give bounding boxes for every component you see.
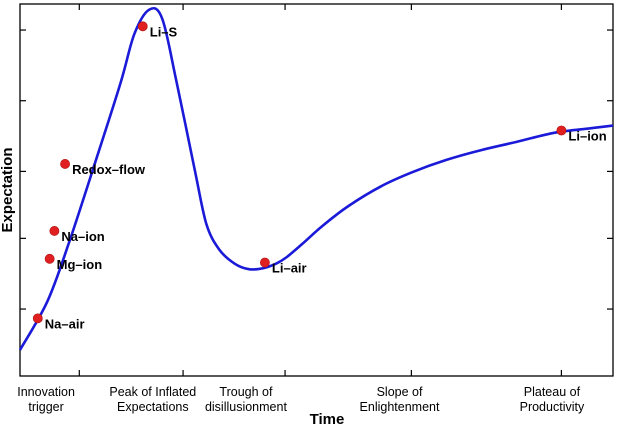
data-point-label-1: Mg–ion	[57, 257, 103, 272]
x-axis-title: Time	[310, 411, 345, 428]
x-axis-ticks	[78, 4, 563, 376]
phase-label-2-line-0: Trough of	[219, 385, 273, 399]
data-point-label-0: Na–air	[45, 316, 85, 331]
data-point-4	[137, 21, 148, 32]
data-point-3	[60, 159, 70, 169]
data-point-label-4: Li–S	[150, 24, 178, 39]
data-point-2	[49, 226, 60, 236]
phase-label-4-line-0: Plateau of	[524, 385, 581, 399]
data-point-0	[32, 313, 43, 324]
phase-label-3-line-0: Slope of	[377, 385, 423, 399]
phase-label-4-line-1: Productivity	[520, 400, 585, 414]
data-point-label-6: Li–ion	[568, 128, 606, 143]
y-axis-title: Expectation	[0, 147, 16, 232]
phase-label-1-line-1: Expectations	[117, 400, 189, 414]
phase-label-0-line-0: Innovation	[17, 385, 75, 399]
data-point-6	[556, 125, 567, 136]
phase-label-1-line-0: Peak of Inflated	[109, 385, 196, 399]
phase-label-2-line-1: disillusionment	[205, 400, 288, 414]
y-axis-ticks	[20, 29, 613, 310]
plot-frame	[19, 3, 614, 377]
data-point-1	[44, 253, 55, 264]
data-point-label-5: Li–air	[272, 261, 307, 276]
data-point-label-3: Redox–flow	[72, 162, 146, 177]
phase-label-0-line-1: trigger	[28, 400, 63, 414]
technology-points: Na–air Mg–ion Na–ion Redox–flow Li–S Li–air Li…	[32, 21, 607, 331]
phase-label-3-line-1: Enlightenment	[360, 400, 440, 414]
hype-curve-line	[18, 6, 614, 351]
data-point-label-2: Na–ion	[61, 229, 104, 244]
data-point-5	[260, 257, 270, 268]
